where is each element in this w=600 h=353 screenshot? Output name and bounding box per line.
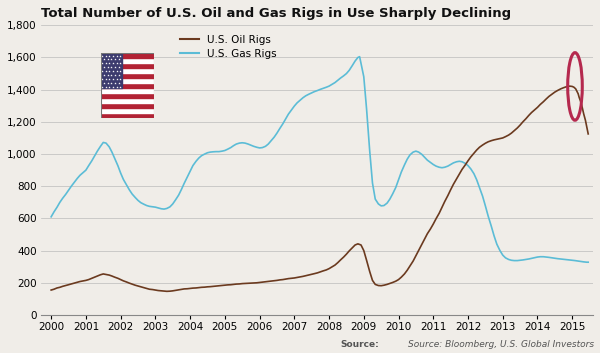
U.S. Oil Rigs bbox=[366, 269, 373, 274]
Bar bbox=[101, 73, 154, 78]
Bar bbox=[101, 94, 154, 98]
Legend: U.S. Oil Rigs, U.S. Gas Rigs: U.S. Oil Rigs, U.S. Gas Rigs bbox=[176, 30, 281, 63]
U.S. Oil Rigs bbox=[566, 84, 573, 88]
U.S. Gas Rigs bbox=[490, 234, 497, 238]
Bar bbox=[101, 78, 154, 83]
U.S. Gas Rigs bbox=[163, 206, 170, 210]
U.S. Oil Rigs bbox=[274, 278, 281, 282]
Bar bbox=[101, 53, 154, 58]
Bar bbox=[101, 68, 154, 73]
U.S. Oil Rigs bbox=[114, 276, 121, 280]
U.S. Gas Rigs bbox=[47, 215, 55, 219]
Line: U.S. Gas Rigs: U.S. Gas Rigs bbox=[51, 57, 588, 262]
U.S. Gas Rigs bbox=[584, 260, 592, 264]
Bar bbox=[101, 63, 154, 68]
U.S. Gas Rigs bbox=[404, 157, 411, 161]
U.S. Oil Rigs bbox=[328, 265, 335, 269]
Bar bbox=[101, 88, 154, 94]
Bar bbox=[101, 108, 154, 113]
U.S. Gas Rigs bbox=[583, 260, 590, 264]
Bar bbox=[101, 58, 154, 63]
U.S. Oil Rigs bbox=[279, 277, 286, 282]
U.S. Gas Rigs bbox=[485, 214, 492, 218]
Bar bbox=[101, 83, 154, 88]
Bar bbox=[101, 113, 154, 119]
U.S. Gas Rigs bbox=[308, 91, 315, 95]
U.S. Oil Rigs bbox=[47, 288, 55, 292]
Line: U.S. Oil Rigs: U.S. Oil Rigs bbox=[51, 86, 588, 291]
Bar bbox=[101, 103, 154, 108]
U.S. Oil Rigs bbox=[163, 289, 170, 293]
U.S. Oil Rigs bbox=[584, 132, 592, 136]
U.S. Gas Rigs bbox=[356, 55, 363, 59]
Text: Total Number of U.S. Oil and Gas Rigs in Use Sharply Declining: Total Number of U.S. Oil and Gas Rigs in… bbox=[41, 7, 511, 20]
Bar bbox=[101, 98, 154, 103]
Bar bbox=[101, 53, 122, 88]
Text: Source: Bloomberg, U.S. Global Investors: Source: Bloomberg, U.S. Global Investors bbox=[408, 341, 594, 349]
U.S. Oil Rigs bbox=[398, 275, 405, 279]
U.S. Gas Rigs bbox=[68, 184, 75, 189]
Text: Source:: Source: bbox=[340, 341, 379, 349]
